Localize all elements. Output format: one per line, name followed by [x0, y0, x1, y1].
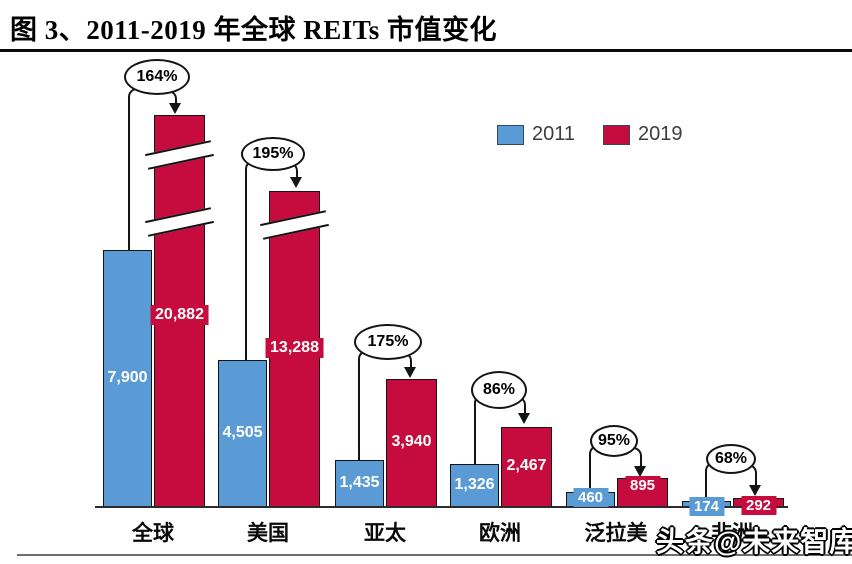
axis-break-mark: [260, 210, 329, 240]
category-label-非洲: 非洲: [711, 522, 753, 545]
value-label-2011-美国: 4,505: [222, 423, 263, 441]
legend-swatch-2019: [603, 124, 631, 145]
bar-2011-亚太: [335, 460, 384, 507]
value-label-2019-泛拉美: 895: [624, 476, 661, 495]
legend-label-2019: 2019: [638, 123, 683, 145]
watermark: 头条@未来智库: [656, 526, 852, 557]
connector-2011-美国: [245, 160, 257, 361]
category-label-亚太: 亚太: [364, 522, 406, 545]
growth-bubble-亚太: 175%: [354, 324, 422, 360]
connector-2011-亚太: [358, 350, 370, 461]
legend-label-2011: 2011: [532, 123, 576, 145]
value-label-2019-欧洲: 2,467: [506, 457, 547, 474]
chart-legend: 2011 2019: [497, 123, 711, 146]
bar-2011-欧洲: [450, 464, 499, 507]
growth-bubble-欧洲: 86%: [471, 371, 527, 409]
bar-2019-欧洲: [501, 427, 552, 507]
bar-2011-美国: [218, 360, 267, 507]
bar-2011-全球: [103, 250, 152, 507]
category-label-美国: 美国: [247, 522, 289, 545]
value-label-2011-欧洲: 1,326: [454, 475, 495, 493]
axis-break-mark: [145, 207, 214, 237]
axis-break-mark: [145, 140, 214, 170]
arrow-head-美国: [290, 177, 302, 188]
bottom-divider: [17, 554, 852, 556]
value-label-2011-全球: 7,900: [107, 368, 148, 386]
arrow-line-泛拉美: [630, 447, 642, 469]
value-label-2019-亚太: 3,940: [391, 433, 432, 450]
x-axis-line: [95, 506, 788, 508]
title-underline: [0, 49, 852, 52]
figure-title: 图 3、2011-2019 年全球 REITs 市值变化: [10, 15, 498, 45]
arrow-head-欧洲: [518, 413, 530, 424]
connector-2011-全球: [128, 88, 140, 251]
category-label-泛拉美: 泛拉美: [584, 522, 648, 545]
growth-bubble-非洲: 68%: [706, 444, 756, 474]
bar-2019-亚太: [386, 379, 437, 507]
arrow-head-亚太: [404, 367, 416, 378]
growth-bubble-美国: 195%: [241, 137, 305, 171]
value-label-2019-美国: 13,288: [265, 338, 324, 358]
value-label-2011-非洲: 174: [688, 497, 725, 516]
arrow-head-泛拉美: [634, 466, 646, 477]
growth-bubble-全球: 164%: [124, 59, 190, 95]
category-label-全球: 全球: [132, 522, 174, 545]
legend-swatch-2011: [497, 124, 524, 145]
arrow-head-全球: [169, 103, 181, 114]
arrow-head-非洲: [749, 485, 761, 496]
value-label-2019-非洲: 292: [740, 496, 777, 515]
value-label-2011-亚太: 1,435: [339, 473, 380, 491]
value-label-2011-泛拉美: 460: [572, 488, 609, 507]
growth-bubble-泛拉美: 95%: [590, 425, 638, 457]
value-label-2019-全球: 20,882: [150, 305, 209, 325]
category-label-欧洲: 欧洲: [479, 522, 521, 545]
